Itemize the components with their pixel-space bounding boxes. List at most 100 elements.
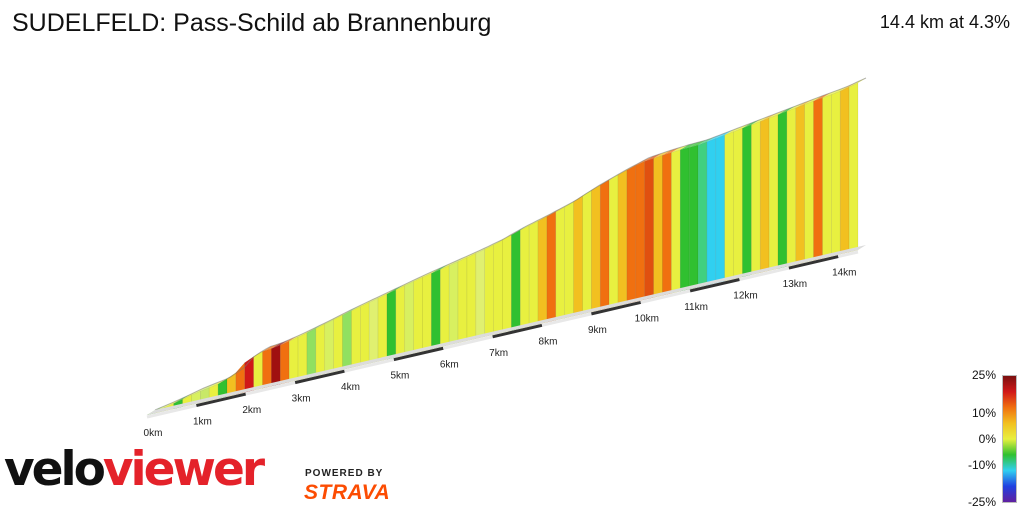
profile-segment [253,351,263,391]
profile-segment [777,110,788,269]
km-axis-segment [640,289,691,304]
profile-segment [422,272,432,352]
km-tick-label: 11km [684,302,708,313]
logo-velo-text: velo [4,442,106,497]
km-axis-segment [689,278,740,293]
km-axis-segment [788,255,839,270]
profile-segment-top-face [635,156,653,166]
veloviewer-logo: veloviewer [4,446,265,493]
page-title: SUDELFELD: Pass-Schild ab Brannenburg [12,9,492,37]
km-tick-labels: 0km 1km 2km 3km 4km 5km 6km 7km 8km 9km 10km 11km 12… [144,268,857,439]
km-axis-segment [837,250,859,259]
legend-label-0: 0% [978,432,996,446]
profile-segment-top-face [262,343,280,352]
km-tick-label: 13km [783,279,807,290]
profile-segment [591,184,601,313]
profile-segment [564,201,574,319]
profile-segment [457,257,468,344]
profile-segment [439,265,450,348]
profile-segment [555,206,566,321]
gradient-legend-bar [1002,375,1017,503]
profile-segments [146,82,859,416]
profile-segment [626,164,637,305]
km-tick-label: 10km [635,313,659,324]
km-tick-label: 4km [341,382,360,393]
profile-segment [342,310,352,371]
profile-segment [786,107,797,267]
profile-segment-top-face [680,142,698,150]
profile-segment-top-face [689,140,707,148]
profile-segment [502,234,512,333]
profile-segment [466,252,477,342]
profile-segment [839,86,850,255]
km-tick-label: 5km [390,371,409,382]
profile-segment [475,248,486,340]
profile-segment [351,306,361,368]
profile-segment [537,216,548,325]
climb-summary: 14.4 km at 4.3% [879,12,1010,32]
profile-segment [528,220,539,327]
profile-segment [315,323,326,377]
profile-segment [733,127,743,280]
profile-segment [635,160,646,302]
profile-segment [697,141,708,288]
km-tick-label: 1km [193,417,212,428]
profile-segment [413,276,423,354]
km-tick-label: 0km [144,428,163,439]
profile-segment [804,100,814,263]
profile-segment [617,169,628,307]
profile-segment [644,157,654,300]
profile-segment [448,261,459,346]
profile-segment [822,94,832,259]
legend-label-min: -25% [967,495,996,509]
km-axis-segment [294,369,345,385]
km-tick-label: 8km [539,336,558,347]
profile-segment [262,348,272,389]
profile-segment [751,121,761,276]
logo-viewer-text: viewer [102,442,265,497]
km-axis-segment [245,381,296,396]
profile-segment [395,285,406,358]
profile-segment [377,293,388,362]
profile-segment [288,336,299,383]
profile-segment [679,147,690,292]
profile-segment-top-face [653,150,671,159]
km-axis-segment [393,346,444,362]
profile-segment [653,154,663,298]
profile-segment [297,332,308,381]
profile-segment [582,189,592,315]
km-tick-label: 3km [292,394,311,405]
profile-segment-top-face [644,153,662,162]
km-axis-segment [146,404,197,419]
profile-segment [359,301,370,366]
profile-base-face [147,245,866,415]
km-tick-label: 14km [832,268,856,279]
profile-segment [404,280,414,356]
profile-segment [386,289,397,360]
km-axis-segment [492,323,543,339]
profile-segment [848,82,859,253]
profile-segment [759,117,770,274]
km-tick-label: 2km [242,405,261,416]
profile-top-line [154,77,867,411]
km-axis-segment [541,312,592,327]
profile-segment-top-face [671,144,689,153]
profile-segment [599,179,610,311]
profile-segment [280,340,290,385]
km-tick-label: 12km [733,291,757,302]
legend-label-max: 25% [971,368,996,382]
km-axis-segment [196,392,247,408]
profile-segment [742,124,752,278]
km-axis-segment [591,300,642,316]
profile-top-edge [154,77,867,411]
km-axis-segment [442,335,493,350]
legend-label-10: 10% [971,406,996,420]
powered-by-label: POWERED BY [305,468,384,479]
km-tick-label: 9km [588,325,607,336]
strava-logo: STRAVA [304,481,391,504]
profile-segment [688,144,699,290]
profile-segment [724,131,734,282]
profile-segment [795,104,805,265]
km-tick-label: 7km [489,348,508,359]
